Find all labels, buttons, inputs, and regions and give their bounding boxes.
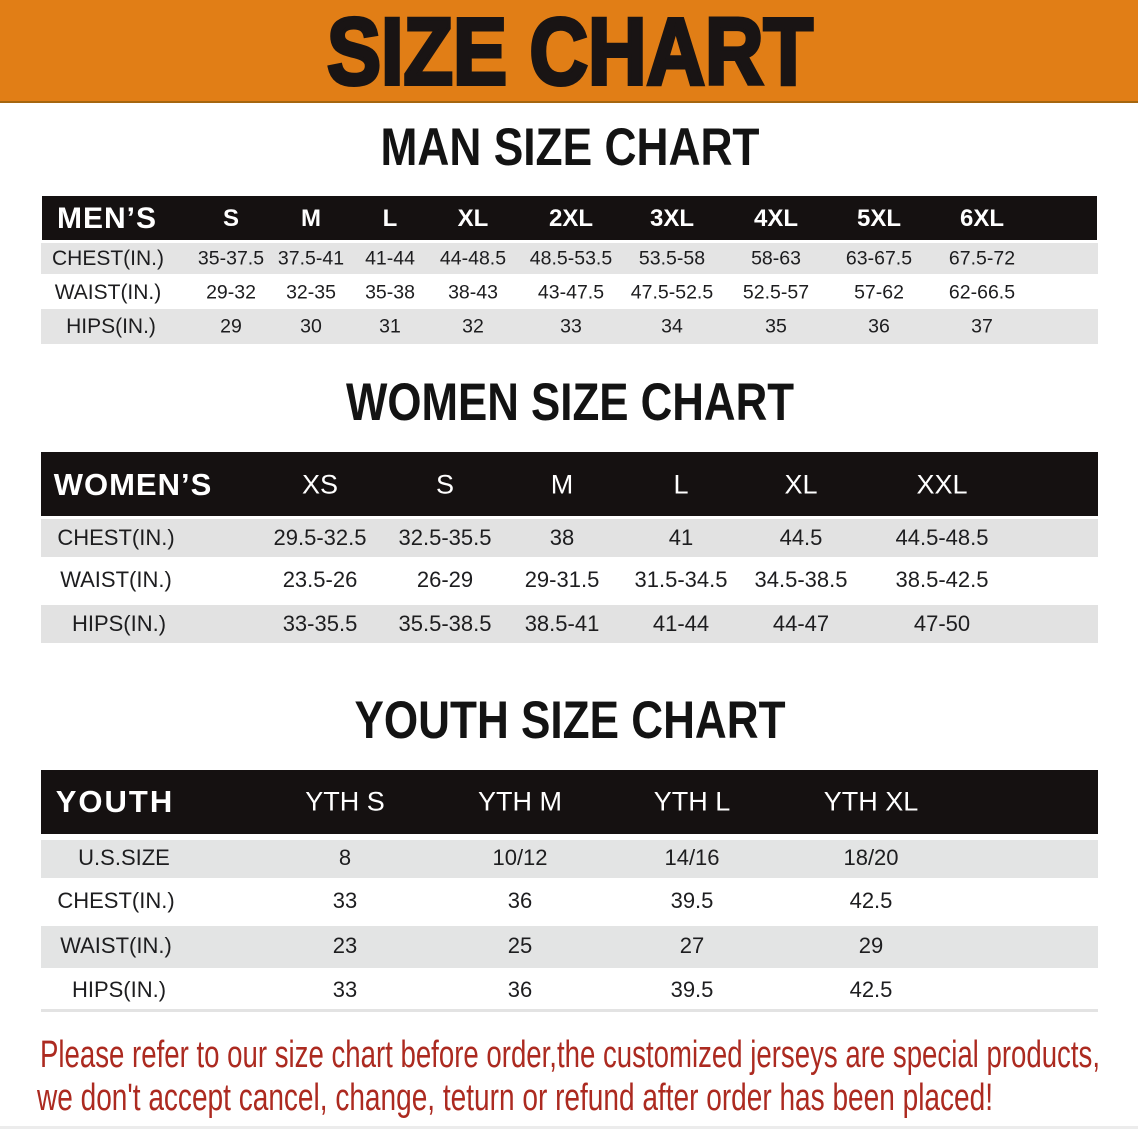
svg-text:SIZE CHART: SIZE CHART [327,0,813,105]
svg-text:WOMEN SIZE CHART: WOMEN SIZE CHART [346,373,794,432]
svg-text:MAN SIZE CHART: MAN SIZE CHART [381,118,760,177]
svg-text:we don't accept cancel, change: we don't accept cancel, change, teturn o… [36,1077,993,1119]
svg-text:Please refer to our size chart: Please refer to our size chart before or… [40,1034,1100,1076]
svg-text:YOUTH SIZE CHART: YOUTH SIZE CHART [355,691,786,750]
